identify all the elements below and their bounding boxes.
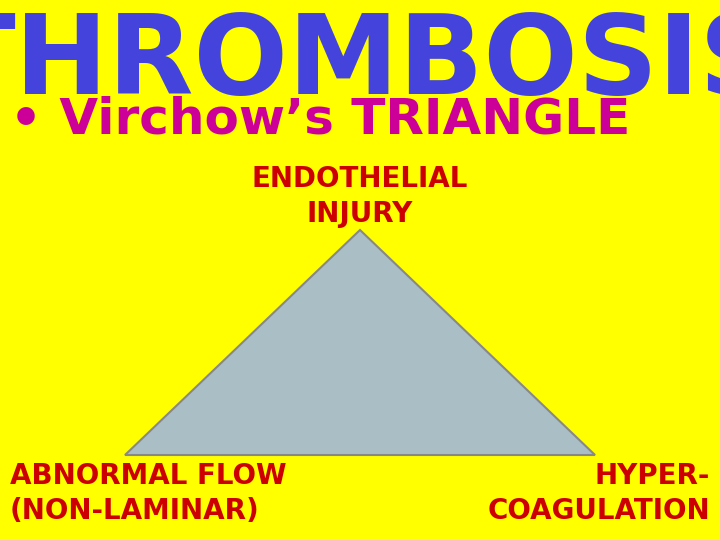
Text: ENDOTHELIAL
INJURY: ENDOTHELIAL INJURY bbox=[252, 165, 468, 227]
Text: HYPER-
COAGULATION: HYPER- COAGULATION bbox=[487, 462, 710, 524]
Text: THROMBOSIS: THROMBOSIS bbox=[0, 10, 720, 117]
Text: • Virchow’s TRIANGLE: • Virchow’s TRIANGLE bbox=[10, 95, 630, 143]
Text: ABNORMAL FLOW
(NON-LAMINAR): ABNORMAL FLOW (NON-LAMINAR) bbox=[10, 462, 287, 524]
Polygon shape bbox=[125, 230, 595, 455]
